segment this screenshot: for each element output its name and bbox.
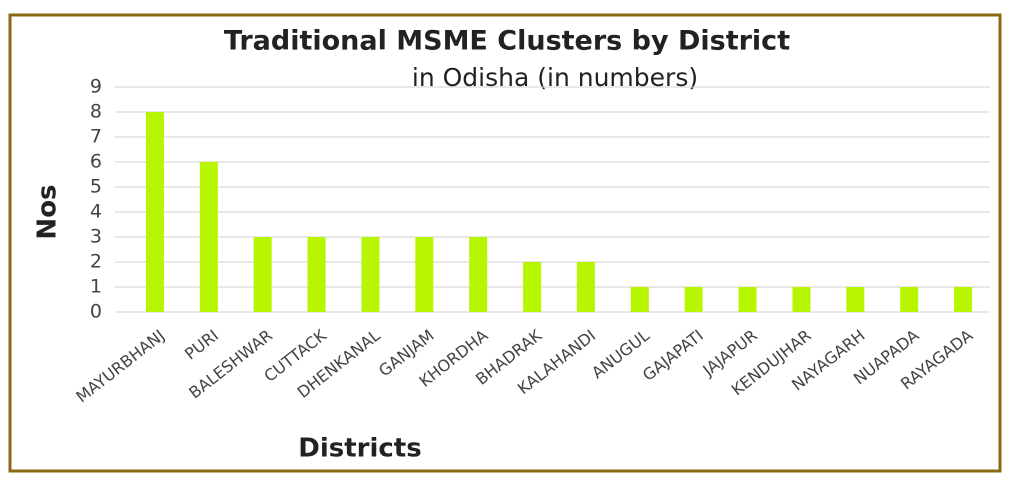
y-tick-label: 7	[90, 126, 102, 148]
bar	[199, 162, 218, 312]
bar	[630, 287, 649, 312]
chart-subtitle: in Odisha (in numbers)	[412, 63, 698, 92]
frame	[8, 13, 1002, 473]
y-tick-label: 4	[90, 201, 102, 223]
bar	[523, 262, 542, 312]
chart-title: Traditional MSME Clusters by District	[224, 26, 790, 57]
bar	[738, 287, 757, 312]
bar	[954, 287, 973, 312]
bar	[792, 287, 811, 312]
y-tick-label: 0	[90, 301, 102, 323]
bar	[307, 237, 326, 312]
bar	[145, 112, 164, 312]
y-tick-label: 5	[90, 176, 102, 198]
y-tick-label: 9	[90, 76, 102, 98]
y-tick-label: 1	[90, 276, 102, 298]
y-tick-label: 8	[90, 101, 102, 123]
bar	[361, 237, 380, 312]
bar	[900, 287, 919, 312]
bar	[415, 237, 434, 312]
bar	[469, 237, 488, 312]
y-tick-label: 2	[90, 251, 102, 273]
bar	[253, 237, 272, 312]
y-tick-label: 6	[90, 151, 102, 173]
y-axis-label: Nos	[33, 184, 63, 239]
y-tick-label: 3	[90, 226, 102, 248]
x-axis-label: Districts	[298, 434, 421, 464]
bar	[576, 262, 595, 312]
bar	[684, 287, 703, 312]
bar	[846, 287, 865, 312]
